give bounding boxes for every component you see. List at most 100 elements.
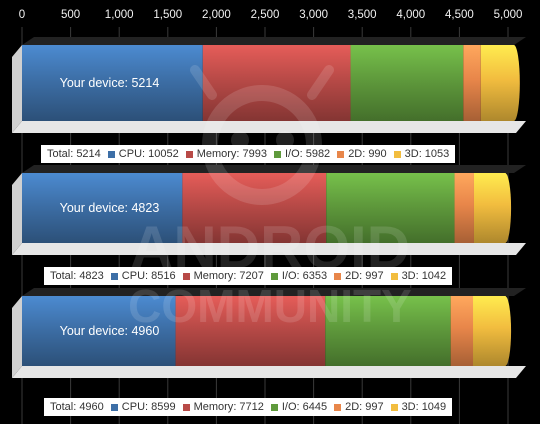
bar-end-cap bbox=[499, 296, 512, 366]
bar-shelf bbox=[12, 366, 526, 378]
legend-value: 8516 bbox=[151, 270, 176, 282]
x-tick-label: 1,500 bbox=[153, 9, 182, 21]
legend-swatch bbox=[270, 403, 278, 411]
legend-key: Total bbox=[50, 401, 74, 413]
legend-box: Total:5214 CPU:10052 Memory:7993 I/O:5982 2D… bbox=[41, 145, 456, 163]
bar-labels: Your device: 5214 Your device: 4823 Your d… bbox=[60, 76, 160, 338]
device-score-label: Your device: 4823 bbox=[60, 201, 160, 215]
legend-box: Total:4960 CPU:8599 Memory:7712 I/O:6445 2D:… bbox=[44, 398, 453, 416]
legend-key: Total bbox=[50, 270, 74, 282]
x-tick-label: 1,000 bbox=[105, 9, 134, 21]
legend-value: 4823 bbox=[79, 270, 104, 282]
legend-item: CPU:8516 bbox=[110, 270, 176, 282]
legend-value: 10052 bbox=[148, 148, 179, 160]
legend-swatch bbox=[393, 150, 401, 158]
x-axis-ticks: 0 500 1,000 1,500 2,000 2,500 3,000 3,500 4,000 4… bbox=[19, 9, 523, 21]
x-tick-label: 0 bbox=[19, 9, 25, 21]
legend-value: 5982 bbox=[305, 148, 331, 160]
legend-value: 7993 bbox=[242, 148, 267, 160]
bar-end-cap bbox=[507, 45, 520, 121]
device-score-label: Your device: 5214 bbox=[60, 76, 160, 90]
bar-top-bevel bbox=[22, 288, 526, 296]
legend-item: Total:4823 bbox=[50, 270, 104, 282]
bar-shelf bbox=[12, 121, 526, 133]
legend-value: 997 bbox=[365, 270, 384, 282]
x-tick-label: 4,500 bbox=[445, 9, 474, 21]
legend-swatch bbox=[270, 272, 278, 280]
legend-key: CPU bbox=[121, 270, 146, 282]
x-tick-label: 3,500 bbox=[348, 9, 377, 21]
legend-item: CPU:10052 bbox=[107, 148, 179, 160]
legend-item: 3D:1049 bbox=[390, 401, 447, 413]
bar-top-bevel bbox=[22, 165, 526, 173]
legend-item: I/O:6353 bbox=[270, 270, 328, 282]
bar-shelf-side bbox=[12, 45, 22, 133]
bar-segment-memory bbox=[202, 45, 351, 121]
x-tick-label: 5,000 bbox=[494, 9, 523, 21]
bar-segment-memory bbox=[175, 296, 326, 366]
legend-item: Memory:7712 bbox=[182, 401, 264, 413]
legend-key: CPU bbox=[118, 148, 143, 160]
bar-segment-io bbox=[325, 296, 451, 366]
legend-value: 990 bbox=[368, 148, 387, 160]
legend-swatch bbox=[107, 150, 115, 158]
legend-item: 2D:997 bbox=[334, 401, 384, 413]
legend-item: 2D:990 bbox=[337, 148, 387, 160]
legend-box: Total:4823 CPU:8516 Memory:7207 I/O:6353 2D:… bbox=[44, 267, 453, 285]
legend-value: 6353 bbox=[302, 270, 328, 282]
bar-shelf-side bbox=[12, 296, 22, 378]
x-tick-label: 500 bbox=[61, 9, 80, 21]
legend-key: 2D bbox=[348, 148, 363, 160]
bar-segment-cpu bbox=[22, 173, 183, 243]
legend-item: Memory:7993 bbox=[185, 148, 267, 160]
legend-item: Total:5214 bbox=[47, 148, 101, 160]
bar-end-cap bbox=[499, 173, 512, 243]
legend-swatch bbox=[390, 403, 398, 411]
legend-key: 3D bbox=[401, 270, 416, 282]
x-tick-label: 4,000 bbox=[396, 9, 425, 21]
legend-key: 3D bbox=[404, 148, 419, 160]
legend-value: 1049 bbox=[421, 401, 447, 413]
legend-key: Memory bbox=[196, 148, 237, 160]
chart-bars bbox=[12, 37, 526, 378]
bar-segment-cpu bbox=[22, 45, 203, 121]
legend-value: 1042 bbox=[421, 270, 447, 282]
legend-swatch bbox=[182, 272, 190, 280]
bar-shelf bbox=[12, 243, 526, 255]
legend-swatch bbox=[337, 150, 345, 158]
legend-item: Memory:7207 bbox=[182, 270, 264, 282]
device-score-label: Your device: 4960 bbox=[60, 324, 160, 338]
legend-swatch bbox=[110, 403, 118, 411]
bar-segment-io bbox=[326, 173, 455, 243]
legend-key: I/O bbox=[281, 270, 297, 282]
legend-key: Memory bbox=[193, 401, 234, 413]
legend-value: 1053 bbox=[424, 148, 450, 160]
legend-item: Total:4960 bbox=[50, 401, 104, 413]
bar-segment-2d bbox=[454, 173, 474, 243]
legend-value: 5214 bbox=[76, 148, 101, 160]
bar-segment-2d bbox=[450, 296, 474, 366]
bar-segment-cpu bbox=[22, 296, 176, 366]
legend-key: I/O bbox=[284, 148, 300, 160]
legend-swatch bbox=[273, 150, 281, 158]
bar-segment-memory bbox=[182, 173, 327, 243]
x-tick-label: 2,000 bbox=[202, 9, 231, 21]
legend-value: 7207 bbox=[239, 270, 264, 282]
legend-item: I/O:6445 bbox=[270, 401, 328, 413]
bar-shelf-side bbox=[12, 173, 22, 255]
bar-top-bevel bbox=[22, 37, 526, 45]
legend-item: 3D:1042 bbox=[390, 270, 447, 282]
legend-item: CPU:8599 bbox=[110, 401, 176, 413]
legend-swatch bbox=[334, 272, 342, 280]
legend-value: 997 bbox=[365, 401, 384, 413]
watermark-line2: COMMUNITY bbox=[128, 280, 412, 332]
legend-item: 2D:997 bbox=[334, 270, 384, 282]
legend-swatch bbox=[390, 272, 398, 280]
legend-swatch bbox=[334, 403, 342, 411]
legend-item: 3D:1053 bbox=[393, 148, 450, 160]
bar-segment-io bbox=[350, 45, 464, 121]
legend-value: 6445 bbox=[302, 401, 328, 413]
legend-value: 4960 bbox=[79, 401, 104, 413]
bar-segment-2d bbox=[463, 45, 481, 121]
